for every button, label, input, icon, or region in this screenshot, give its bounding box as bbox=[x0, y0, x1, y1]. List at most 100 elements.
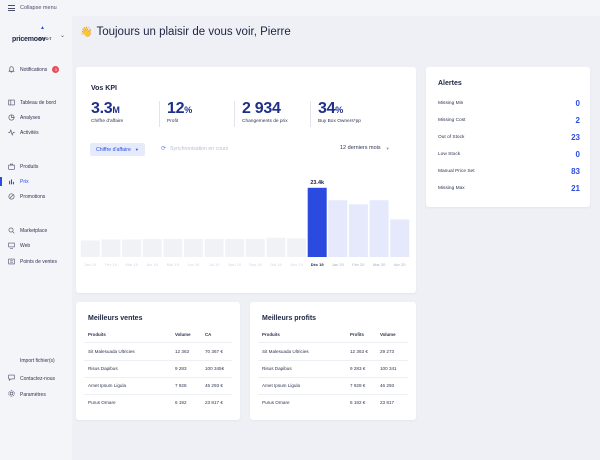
sidebar-item-promotions[interactable]: Promotions bbox=[8, 192, 72, 201]
chart-tick-label: Mai 19 bbox=[167, 262, 180, 267]
table-cell: Risus Dapibus bbox=[88, 366, 118, 371]
kpi-divider bbox=[310, 101, 311, 127]
kpi-card-title: Vos KPI bbox=[91, 85, 117, 92]
alert-count: 0 bbox=[575, 98, 580, 108]
table-cell: Sit Malesuada Ultricies bbox=[88, 349, 135, 354]
hamburger-icon[interactable] bbox=[8, 4, 15, 12]
column-header: Volume bbox=[175, 332, 191, 337]
alert-count: 2 bbox=[575, 115, 580, 125]
kpi-value: 3.3 bbox=[91, 100, 113, 117]
chart-bar-Avr 20[interactable] bbox=[390, 219, 410, 257]
sidebar-item-points-de-ventes[interactable]: Points de ventes bbox=[8, 257, 72, 266]
metric-select[interactable]: Chiffre d'affaire ▼ bbox=[90, 143, 145, 156]
collapse-menu-bar[interactable]: Collapse menu bbox=[0, 0, 600, 16]
price-icon bbox=[8, 178, 15, 185]
kpi-suffix: M bbox=[112, 105, 120, 115]
sidebar-item-marketplace[interactable]: Marketplace bbox=[8, 226, 72, 235]
logo-arrow-icon: ▲ bbox=[40, 25, 45, 31]
chart-bar-Jan 19[interactable] bbox=[80, 240, 100, 257]
kpi-suffix: % bbox=[335, 105, 343, 115]
column-header: Volume bbox=[380, 332, 396, 337]
caret-down-icon: ▼ bbox=[134, 147, 139, 152]
kpi-buy-box: 34% Buy Box Owners*pp bbox=[318, 100, 361, 128]
alert-row[interactable]: Manual Price Set 83 bbox=[438, 166, 580, 176]
sidebar-item-import[interactable]: Import fichier(s) bbox=[8, 358, 55, 364]
chart-tick-label: Nov 19 bbox=[290, 262, 303, 267]
sidebar-item-notifications[interactable]: Notifications 3 bbox=[8, 65, 72, 74]
sidebar-item-web[interactable]: Web bbox=[8, 241, 72, 250]
chart-tick-label: Aoû 19 bbox=[228, 262, 241, 267]
alert-label: Low Stock bbox=[438, 151, 461, 157]
alert-row[interactable]: Out of Stock 23 bbox=[438, 132, 580, 142]
alert-row[interactable]: Missing Min 0 bbox=[438, 98, 580, 108]
chart-bar-Jul 19[interactable] bbox=[204, 239, 224, 257]
period-select[interactable]: 12 derniers mois ▼ bbox=[340, 145, 390, 151]
sidebar-item-analyses[interactable]: Analyses bbox=[8, 113, 72, 122]
kpi-suffix: % bbox=[184, 105, 192, 115]
chart-data-label: 23.4k bbox=[310, 180, 325, 186]
sidebar-item-label: Web bbox=[20, 242, 31, 249]
sidebar-item-label: Points de ventes bbox=[20, 258, 57, 265]
sidebar-item-label: Analyses bbox=[20, 114, 41, 121]
chart-bar-Sep 19[interactable] bbox=[245, 239, 265, 257]
sidebar-item-label: Notifications bbox=[20, 66, 48, 73]
sidebar: pricemoov ▲ SPOT ⌄ bbox=[0, 16, 72, 460]
sidebar-item-produits[interactable]: Produits bbox=[8, 162, 72, 171]
chart-bar-Aoû 19[interactable] bbox=[225, 239, 245, 257]
chart-bar-Avr 19[interactable] bbox=[142, 239, 162, 257]
sidebar-item-label: Tableau de bord bbox=[20, 99, 56, 106]
table-cell: 12 363 bbox=[175, 349, 190, 354]
chart-bar-Jan 20[interactable] bbox=[328, 200, 348, 257]
pricemoov-logo[interactable]: pricemoov ▲ SPOT bbox=[12, 25, 52, 44]
alert-count: 83 bbox=[571, 166, 580, 176]
sidebar-item-contact[interactable]: Contactez-nous bbox=[8, 374, 55, 383]
table-cell: Purus Ornare bbox=[262, 400, 290, 405]
collapse-menu-label[interactable]: Collapse menu bbox=[20, 5, 57, 11]
sidebar-item-label: Prix bbox=[20, 178, 29, 185]
kpi-value: 12 bbox=[167, 100, 185, 117]
kpi-divider bbox=[159, 101, 160, 127]
table-cell: 23 817 bbox=[380, 400, 395, 405]
alert-row[interactable]: Missing Max 21 bbox=[438, 183, 580, 193]
table-cell: 7 928 bbox=[175, 383, 187, 388]
chart-tick-label: Jan 19 bbox=[84, 262, 97, 267]
chart-tick-label: Oct 19 bbox=[270, 262, 283, 267]
products-icon bbox=[8, 163, 15, 170]
revenue-bar-chart: Jan 19 Fév 19 Mar 19 Avr 19 Mai 19 Jun 19 Jul … bbox=[80, 180, 410, 267]
chart-bar-Jun 19[interactable] bbox=[183, 239, 203, 257]
chart-bar-Mai 19[interactable] bbox=[163, 239, 183, 257]
row-divider bbox=[258, 394, 408, 395]
chart-tick-label: Jun 19 bbox=[187, 262, 200, 267]
column-header: Produits bbox=[88, 332, 106, 337]
table-cell: 9 283 bbox=[175, 366, 187, 371]
chart-bar-Fév 19[interactable] bbox=[101, 239, 121, 258]
alert-row[interactable]: Low Stock 0 bbox=[438, 149, 580, 159]
kpi-label: Buy Box Owners*pp bbox=[318, 119, 361, 124]
chart-bar-Oct 19[interactable] bbox=[266, 237, 286, 257]
bell-icon bbox=[8, 66, 15, 73]
sidebar-item-activites[interactable]: Activités bbox=[8, 128, 72, 137]
chart-bar-Mar 20[interactable] bbox=[369, 200, 389, 257]
alert-label: Manual Price Set bbox=[438, 168, 475, 174]
chart-bar-Fév 20[interactable] bbox=[348, 204, 368, 257]
row-divider bbox=[84, 342, 232, 343]
chart-bar-Déc 19[interactable] bbox=[307, 187, 327, 257]
table-cell: 46 293 € bbox=[205, 383, 223, 388]
table-cell: 100 345€ bbox=[205, 366, 225, 371]
row-divider bbox=[84, 360, 232, 361]
chevron-down-icon[interactable]: ⌄ bbox=[60, 33, 66, 39]
table-cell: 6 192 bbox=[175, 400, 187, 405]
sync-icon: ⟳ bbox=[161, 146, 167, 152]
sidebar-item-parametres[interactable]: Paramètres bbox=[8, 390, 46, 399]
table-cell: Purus Ornare bbox=[88, 400, 116, 405]
page-header: 👋 Toujours un plaisir de vous voir, Pier… bbox=[80, 26, 291, 38]
table-cell: 12 363 € bbox=[350, 349, 368, 354]
alert-row[interactable]: Missing Cost 2 bbox=[438, 115, 580, 125]
kpi-label: Profit bbox=[167, 119, 179, 124]
chart-bar-Nov 19[interactable] bbox=[287, 238, 307, 257]
sidebar-item-prix[interactable]: Prix bbox=[0, 177, 72, 186]
kpi-label: Chiffre d'affaire bbox=[91, 119, 124, 124]
table-cell: Amet Ipsum Ligula bbox=[262, 383, 301, 388]
chart-bar-Mar 19[interactable] bbox=[122, 239, 142, 258]
sidebar-item-dashboard[interactable]: Tableau de bord bbox=[8, 98, 72, 107]
